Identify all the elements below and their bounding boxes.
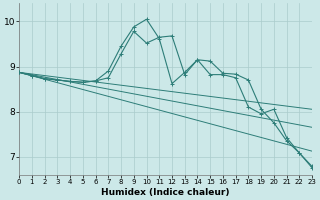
- X-axis label: Humidex (Indice chaleur): Humidex (Indice chaleur): [101, 188, 230, 197]
